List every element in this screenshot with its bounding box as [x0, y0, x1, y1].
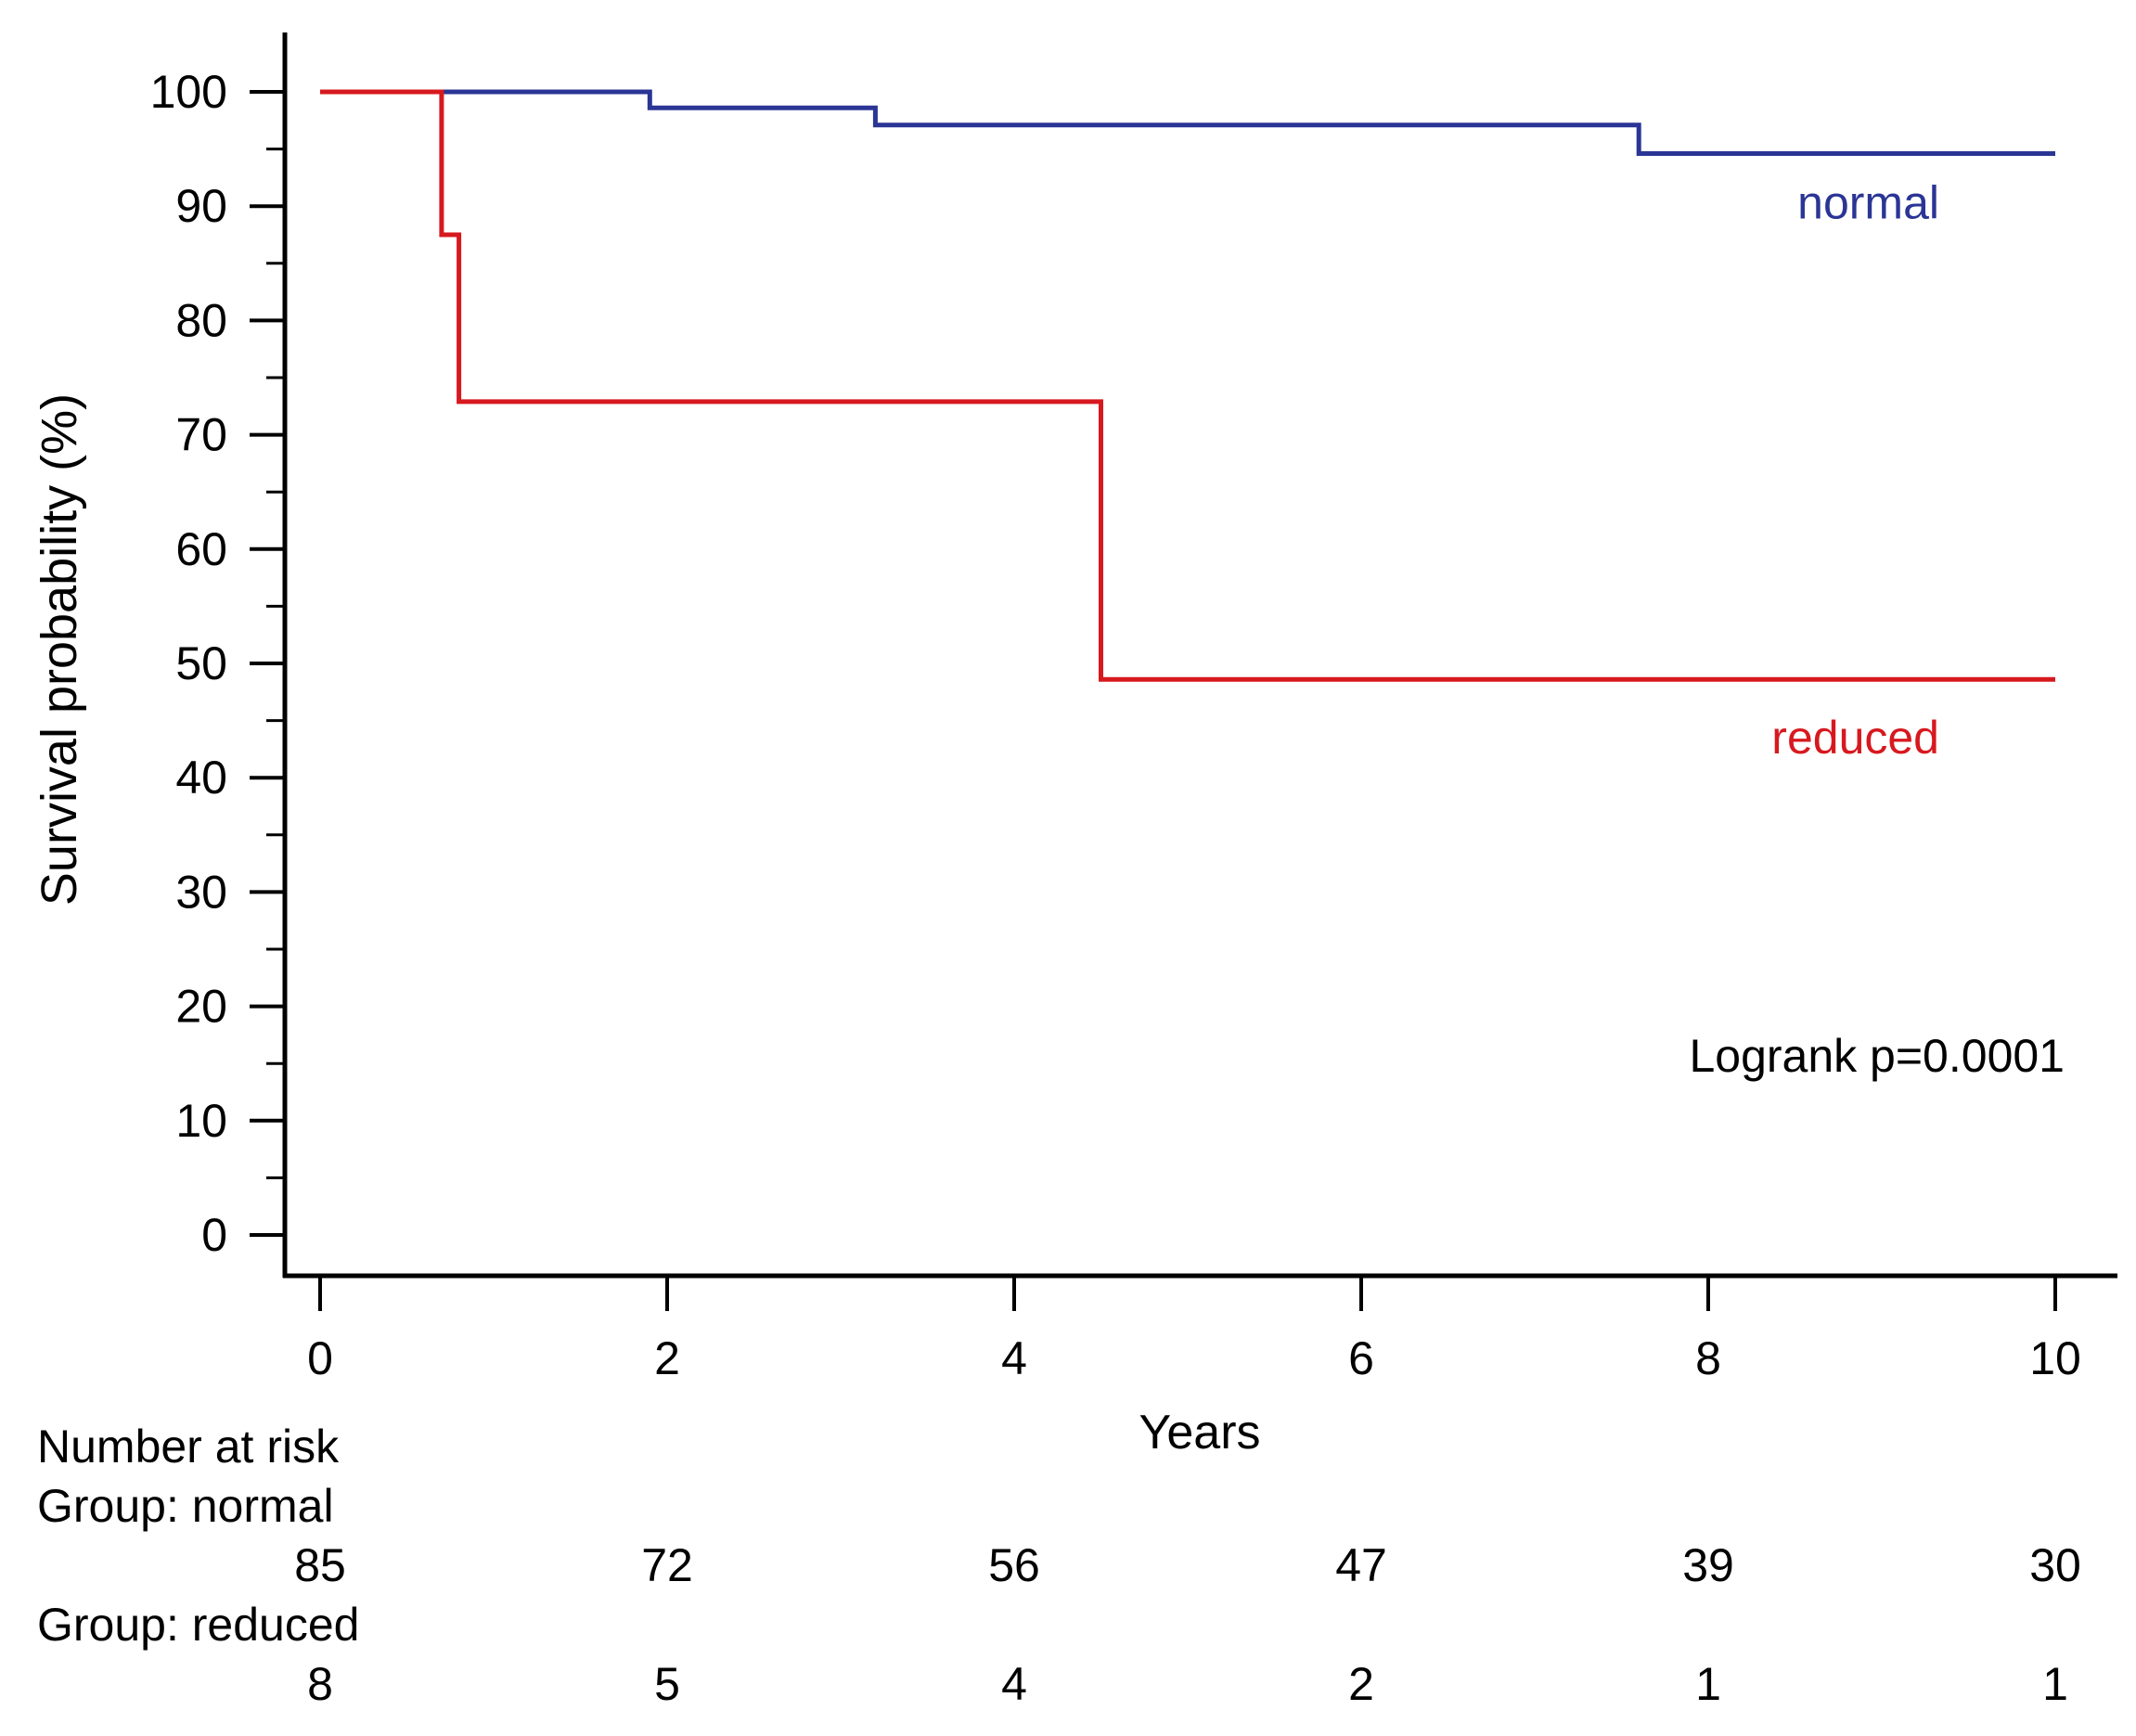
x-tick-label-6: 6	[1348, 1332, 1374, 1384]
x-tick-label-8: 8	[1695, 1332, 1721, 1384]
risk-count: 56	[988, 1539, 1040, 1591]
risk-count: 30	[2029, 1539, 2081, 1591]
risk-count: 39	[1682, 1539, 1734, 1591]
y-tick-label-0: 0	[201, 1209, 227, 1261]
risk-group-label: Group: normal	[37, 1480, 334, 1532]
y-tick-label-50: 50	[175, 637, 227, 689]
y-tick-label-10: 10	[175, 1095, 227, 1147]
risk-count: 85	[294, 1539, 346, 1591]
risk-table-title: Number at risk	[37, 1421, 340, 1472]
risk-count: 8	[307, 1658, 333, 1710]
logrank-annotation: Logrank p=0.0001	[1689, 1030, 2065, 1082]
risk-count: 4	[1001, 1658, 1027, 1710]
risk-count: 72	[641, 1539, 693, 1591]
series-label-normal: normal	[1797, 177, 1939, 229]
series-label-reduced: reduced	[1771, 712, 1939, 764]
labels-layer: Survival probability (%) Years Logrank p…	[32, 393, 2065, 1460]
y-tick-label-60: 60	[175, 523, 227, 575]
y-tick-label-30: 30	[175, 866, 227, 918]
x-axis-title: Years	[1139, 1406, 1260, 1460]
x-tick-label-4: 4	[1001, 1332, 1027, 1384]
y-axis-title: Survival probability (%)	[32, 393, 87, 906]
x-tick-label-10: 10	[2029, 1332, 2081, 1384]
series-layer: normal reduced	[320, 89, 2055, 764]
y-tick-label-40: 40	[175, 752, 227, 804]
x-tick-label-0: 0	[307, 1332, 333, 1384]
risk-group-label: Group: reduced	[37, 1599, 359, 1651]
risk-count: 1	[2042, 1658, 2068, 1710]
y-tick-label-100: 100	[150, 66, 227, 118]
y-tick-label-70: 70	[175, 409, 227, 461]
y-tick-label-90: 90	[175, 180, 227, 232]
risk-count: 5	[654, 1658, 680, 1710]
series-line-normal	[320, 89, 2055, 157]
series-line-reduced	[320, 89, 2055, 682]
y-tick-label-20: 20	[175, 981, 227, 1033]
axes: 0 10 20 30 40 50 60 70 80 90 100 0 2 4 6 8 10	[150, 32, 2117, 1384]
risk-count: 1	[1695, 1658, 1721, 1710]
y-tick-label-80: 80	[175, 294, 227, 346]
risk-count: 47	[1335, 1539, 1387, 1591]
risk-count: 2	[1348, 1658, 1374, 1710]
x-tick-label-2: 2	[654, 1332, 680, 1384]
